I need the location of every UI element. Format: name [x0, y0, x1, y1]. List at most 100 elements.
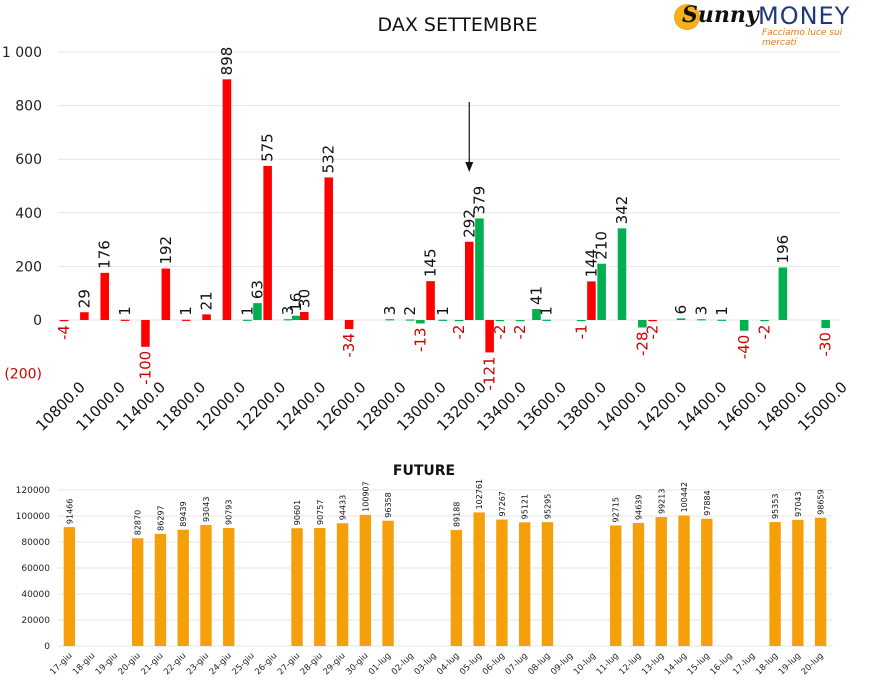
logo-brand: MONEY: [758, 2, 851, 30]
bar-data-label: 97884: [703, 490, 712, 515]
x-tick-label: 13-lug: [640, 651, 666, 677]
bar: [610, 525, 622, 646]
bar: [324, 177, 334, 320]
bar-data-label: 1: [238, 306, 256, 316]
x-tick-label: 15-lug: [686, 651, 712, 677]
x-tick-label: 30-giu: [344, 651, 370, 677]
bar-data-label: 100907: [361, 481, 370, 512]
bar-data-label: -2: [511, 325, 529, 340]
y-tick-label: 0: [44, 642, 50, 652]
bar-data-label: 90757: [316, 500, 325, 525]
bar-data-label: -4: [55, 325, 73, 340]
bar-data-label: 1: [713, 306, 731, 316]
bar: [131, 538, 144, 646]
sun-icon: [674, 4, 700, 30]
x-tick-label: 27-giu: [276, 651, 302, 677]
bar: [473, 512, 485, 646]
bar-data-label: 102761: [475, 479, 484, 510]
bar: [655, 517, 667, 646]
bar-data-label: 93043: [202, 497, 211, 522]
bar: [291, 528, 303, 646]
x-tick-label: 18-lug: [754, 651, 780, 677]
x-tick-label: 12-lug: [617, 651, 643, 677]
bar-data-label: 30: [295, 289, 313, 308]
x-tick-label: 20-giu: [117, 651, 143, 677]
x-tick-label: 09-lug: [549, 651, 575, 677]
bar-data-label: 99213: [657, 489, 666, 514]
bar: [587, 281, 596, 320]
bar-data-label: 379: [470, 186, 488, 215]
bar: [80, 312, 89, 320]
bar-data-label: 1: [434, 306, 452, 316]
x-tick-label: 22-giu: [162, 651, 188, 677]
bar: [541, 522, 554, 646]
y-tick-label: 100000: [16, 512, 51, 522]
bar-data-label: 196: [774, 235, 792, 264]
bar-data-label: 3: [692, 306, 710, 316]
bar-data-label: 29: [75, 289, 93, 308]
bar: [314, 528, 326, 646]
bar-data-label: 95121: [521, 494, 530, 519]
bar: [648, 320, 657, 322]
x-tick-label: 02-lug: [390, 651, 416, 677]
y-tick-label: 0: [33, 313, 42, 329]
bar-data-label: -2: [756, 325, 774, 340]
y-tick-label: 600: [15, 152, 42, 168]
bar-data-label: 63: [248, 280, 266, 299]
bar-data-label: -28: [633, 332, 651, 357]
bar-data-label: 21: [198, 291, 216, 310]
bar-data-label: 86297: [156, 505, 165, 530]
bar-data-label: 95353: [771, 494, 780, 519]
bar: [597, 263, 606, 320]
bar: [454, 320, 464, 322]
bar-data-label: 192: [157, 236, 175, 265]
x-tick-label: 28-giu: [299, 651, 325, 677]
bar: [518, 522, 531, 646]
bar-data-label: 898: [218, 47, 236, 76]
bar: [464, 241, 474, 320]
x-tick-label: 19-lug: [777, 651, 803, 677]
x-tick-label: 17-giu: [48, 651, 74, 677]
bar: [792, 519, 804, 646]
bar-data-label: -2: [644, 325, 662, 340]
bar-data-label: 144: [582, 249, 600, 278]
bar: [701, 518, 713, 646]
bar: [739, 320, 749, 331]
bar: [63, 527, 76, 646]
bar: [426, 281, 435, 320]
y-tick-label: 1 000: [2, 45, 42, 61]
bar: [475, 218, 484, 320]
bar-data-label: 3: [381, 306, 399, 316]
y-tick-label: 120000: [16, 486, 51, 496]
bar-data-label: 89188: [452, 502, 461, 527]
bar: [760, 320, 769, 322]
bar: [632, 522, 645, 646]
bar-data-label: -13: [411, 327, 429, 352]
x-tick-label: 19-giu: [94, 651, 120, 677]
x-tick-label: 18-giu: [71, 651, 97, 677]
bar-data-label: -40: [735, 335, 753, 360]
logo-tagline: Facciamo luce sui mercati: [762, 28, 843, 48]
bar: [222, 79, 232, 320]
bar-data-label: 94433: [339, 495, 348, 520]
bar-data-label: -1: [572, 324, 590, 339]
bar: [253, 303, 262, 320]
bar: [120, 319, 130, 321]
bar: [532, 309, 541, 320]
x-tick-label: 05-lug: [458, 651, 484, 677]
y-tick-label: 20000: [21, 616, 50, 626]
bar: [678, 515, 690, 646]
bar-data-label: -2: [450, 325, 468, 340]
bar: [617, 228, 627, 320]
bar: [336, 523, 349, 646]
y-tick-label: 80000: [21, 538, 50, 548]
bar: [438, 319, 448, 321]
bar: [821, 320, 830, 329]
x-tick-label: 26-giu: [253, 651, 279, 677]
bar: [100, 272, 110, 320]
bar-data-label: 95295: [543, 494, 552, 519]
bar-data-label: 97267: [498, 491, 507, 516]
bar: [59, 320, 69, 322]
bar-data-label: 176: [96, 240, 114, 269]
